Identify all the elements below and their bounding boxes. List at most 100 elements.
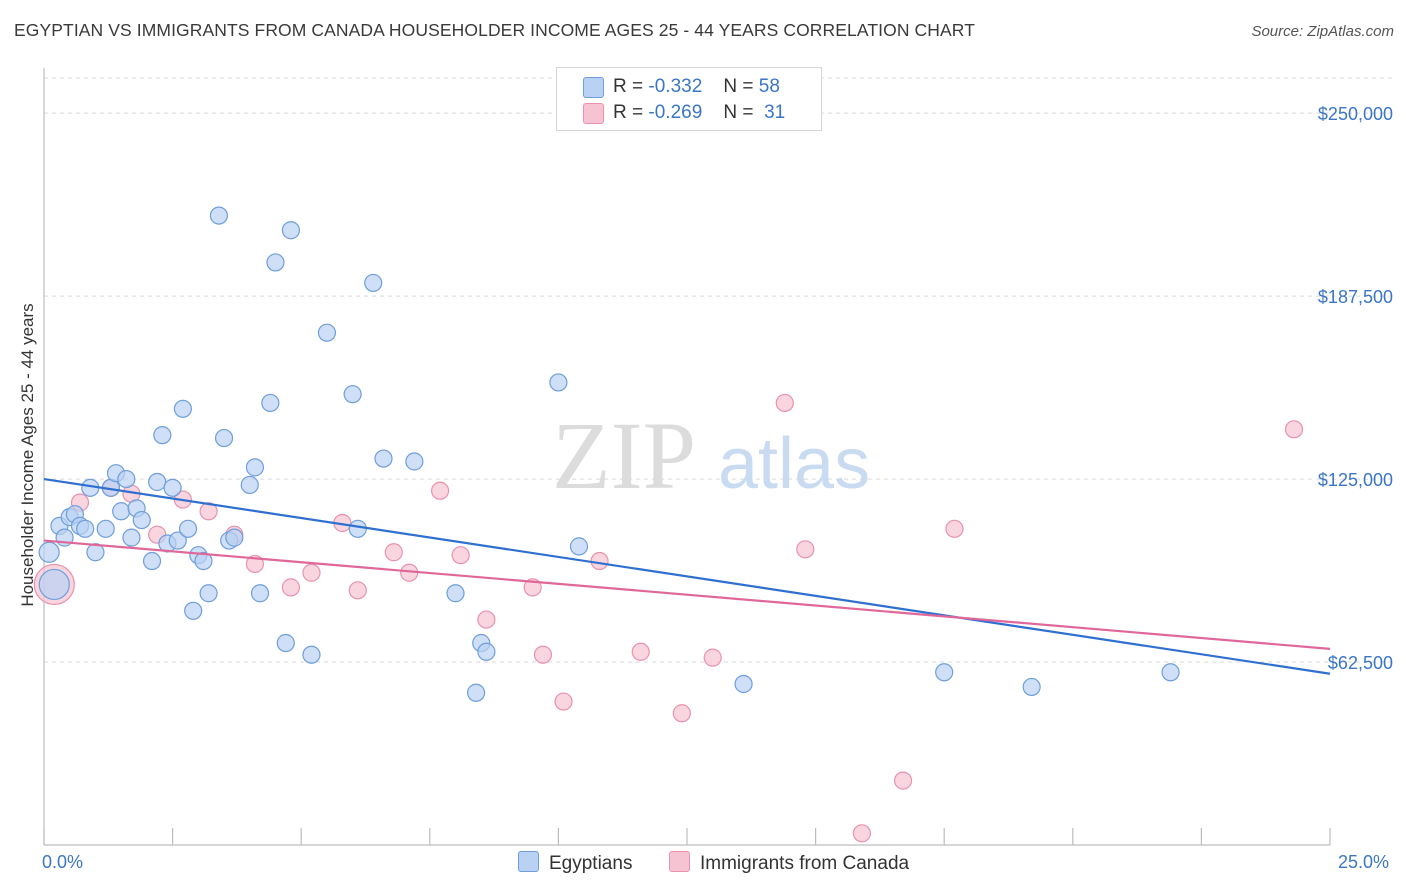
bottom-legend-swatch-blue [518,851,539,872]
data-point [132,510,151,530]
data-point [451,546,470,565]
data-point [163,478,182,497]
y-axis-label: Householder Income Ages 25 - 44 years [18,303,37,607]
data-point [317,323,337,342]
data-point [590,551,609,571]
y-tick-label: $250,000 [1318,104,1393,124]
trend-line-egyptians [43,477,1331,675]
data-point [76,519,95,538]
data-point [302,563,321,582]
bottom-legend-label: Immigrants from Canada [700,853,910,874]
legend-r-label: R = [613,102,644,123]
data-point [142,551,162,571]
data-point [775,393,794,413]
data-point [38,541,60,563]
x-tick-label-min: 0.0% [42,852,84,872]
data-point [477,642,496,661]
data-point [348,519,367,538]
data-point [168,531,187,550]
legend-n-value: 31 [764,102,786,123]
data-point [194,551,213,571]
data-point [245,458,265,477]
correlation-legend: R = -0.332 N = 58 R = -0.269 N = 31 [556,67,822,131]
data-point [199,502,218,521]
source-label: Source: ZipAtlas.com [1251,23,1394,40]
legend-n-label: N = [723,102,754,123]
bottom-legend-swatch-pink [669,851,690,872]
y-tick-label: $187,500 [1318,287,1393,307]
chart-title: EGYPTIAN VS IMMIGRANTS FROM CANADA HOUSE… [14,20,975,40]
data-point [796,540,815,559]
data-point [466,683,486,702]
data-point [281,221,301,240]
data-point [38,568,70,601]
data-point [148,472,167,492]
data-point [430,481,450,500]
bottom-legend-label: Egyptians [549,853,633,874]
data-point [672,704,691,723]
y-tick-labels: $250,000 $187,500 $125,000 $62,500 [1318,104,1393,673]
data-point [302,645,321,664]
data-point [96,519,115,538]
axes [43,68,1331,846]
data-point [1022,677,1041,697]
legend-r-value: -0.332 [648,76,703,97]
data-point [112,502,131,521]
data-point [569,537,589,556]
watermark-atlas: atlas [718,424,870,504]
y-tick-label: $125,000 [1318,470,1393,490]
watermark: ZIP atlas [552,402,870,509]
data-point [1284,420,1304,439]
data-point [117,469,136,489]
data-point [261,393,280,413]
trend-line-canada [43,539,1331,650]
legend-r-label: R = [613,76,644,97]
legend-swatch-pink [583,103,604,124]
data-point [852,824,871,843]
data-point [199,584,218,603]
data-point [446,584,465,603]
data-point [214,428,234,448]
bottom-legend-egyptians: Egyptians [518,851,632,875]
data-point [240,475,259,495]
data-point [384,543,403,562]
data-point [343,385,362,404]
trend-lines [43,477,1331,675]
data-point [266,253,285,272]
data-point [1161,663,1180,682]
x-tick-label-max: 25.0% [1338,852,1390,872]
data-point [225,528,244,547]
data-point [173,399,192,418]
data-point [250,584,270,603]
data-point [893,771,913,790]
bottom-legend-canada: Immigrants from Canada [669,851,909,875]
data-point [122,528,141,547]
data-point [477,610,496,629]
legend-n-value: 58 [758,76,780,97]
data-point [276,633,295,653]
data-point [734,674,753,694]
data-point [153,426,172,445]
data-point [554,692,573,711]
data-point [348,581,367,600]
legend-r-value: -0.269 [648,102,703,123]
legend-swatch-blue [583,77,604,98]
data-point [405,452,424,471]
data-point [364,273,383,293]
data-point [549,373,568,392]
data-point [178,519,198,538]
data-point [533,645,553,664]
y-tick-label: $62,500 [1328,653,1393,673]
data-point [86,543,105,562]
data-point [374,449,393,468]
watermark-zip: ZIP [552,402,696,509]
grid-lines [44,77,1395,663]
data-point [703,648,722,667]
data-point [281,578,301,597]
data-point [209,206,228,225]
data-point [935,663,954,682]
data-point [945,519,964,538]
data-point [184,601,203,620]
legend-n-label: N = [723,76,754,97]
